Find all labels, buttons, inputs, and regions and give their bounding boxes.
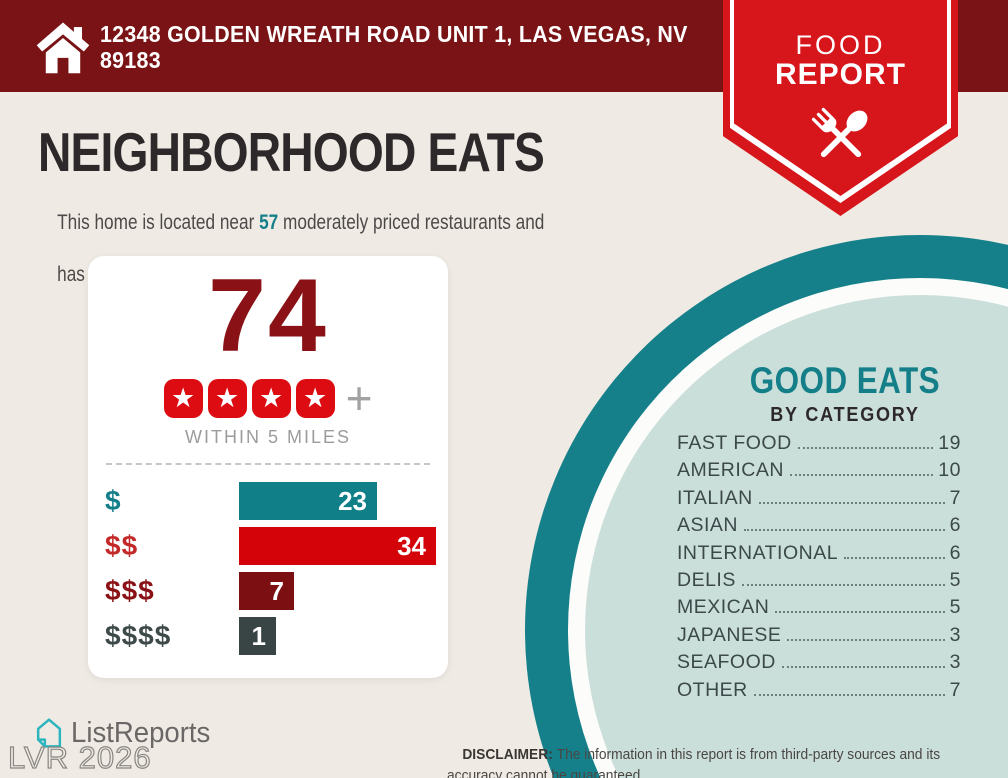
restaurant-count-score: 74 <box>208 258 328 374</box>
star-badges: ★ ★ ★ ★ <box>163 378 335 418</box>
list-item: OTHER 7 <box>677 679 961 706</box>
star-rating: ★ ★ ★ ★ + <box>88 372 448 424</box>
restaurant-score-card: 74 ★ ★ ★ ★ + WITHIN 5 MILES $ 23 $$ 34 $$$ … <box>88 256 448 678</box>
category-label: INTERNATIONAL <box>677 541 839 564</box>
dot-leader <box>741 583 945 586</box>
star-icon: ★ <box>295 378 335 418</box>
list-item: MEXICAN 5 <box>677 596 961 623</box>
list-item: JAPANESE 3 <box>677 624 961 651</box>
category-value: 7 <box>949 678 961 701</box>
crossed-spoon-fork-icon <box>811 107 868 158</box>
house-icon <box>36 22 90 74</box>
property-address: 12348 GOLDEN WREATH ROAD UNIT 1, LAS VEG… <box>100 21 688 73</box>
brand-name: ListReports <box>71 716 211 749</box>
dot-leader <box>753 693 945 696</box>
cuisine-category-list: FAST FOOD 19 AMERICAN 10 ITALIAN 7 ASIAN 6 I… <box>677 432 961 706</box>
plus-sign: + <box>345 372 373 424</box>
bar-row-price-2: $$ 34 <box>88 527 448 565</box>
category-label: JAPANESE <box>677 623 782 646</box>
restaurant-count: 57 <box>259 211 279 234</box>
category-label: MEXICAN <box>677 596 770 619</box>
star-icon: ★ <box>251 378 291 418</box>
page-title: NEIGHBORHOOD EATS <box>38 121 545 183</box>
bar-price-1: 23 <box>239 482 377 520</box>
category-value: 3 <box>949 623 961 646</box>
listreports-logo: ListReports <box>34 716 218 750</box>
bar-row-price-1: $ 23 <box>88 482 448 520</box>
bar-price-4: 1 <box>239 617 276 655</box>
price-tier-label: $$$$ <box>105 620 172 651</box>
category-label: SEAFOOD <box>677 651 776 674</box>
dot-leader <box>789 474 934 477</box>
star-icon: ★ <box>163 378 203 418</box>
bar-row-price-4: $$$$ 1 <box>88 617 448 655</box>
bar-price-2: 34 <box>239 527 436 565</box>
category-value: 7 <box>949 486 961 509</box>
dashed-divider <box>106 463 430 465</box>
list-item: ITALIAN 7 <box>677 487 961 514</box>
category-label: FAST FOOD <box>677 432 792 454</box>
dot-leader <box>758 501 945 504</box>
price-tier-label: $$$ <box>105 575 155 606</box>
ribbon-title-food: FOOD <box>795 30 886 60</box>
category-label: AMERICAN <box>677 459 784 482</box>
food-report-ribbon: FOOD REPORT <box>723 0 958 216</box>
radius-label: WITHIN 5 MILES <box>184 427 351 447</box>
category-value: 19 <box>938 432 961 454</box>
price-tier-label: $ <box>105 485 122 516</box>
category-value: 5 <box>949 596 961 619</box>
disclaimer-label: DISCLAIMER: <box>462 745 557 763</box>
category-value: 10 <box>938 459 961 482</box>
star-icon: ★ <box>207 378 247 418</box>
category-label: ITALIAN <box>677 486 753 509</box>
category-label: DELIS <box>677 568 736 591</box>
list-item: FAST FOOD 19 <box>677 432 961 459</box>
good-eats-heading: GOOD EATS BY CATEGORY <box>640 360 1008 427</box>
category-value: 3 <box>949 651 961 674</box>
ribbon-title-report: REPORT <box>774 58 906 91</box>
list-item: DELIS 5 <box>677 569 961 596</box>
list-item: INTERNATIONAL 6 <box>677 542 961 569</box>
category-label: ASIAN <box>677 514 739 537</box>
category-value: 6 <box>949 514 961 537</box>
dot-leader <box>781 666 945 669</box>
dot-leader <box>844 556 945 559</box>
category-value: 6 <box>949 541 961 564</box>
watermark: LVR 2026 <box>7 739 152 775</box>
dot-leader <box>797 447 934 449</box>
disclaimer-text: DISCLAIMER: The information in this repo… <box>447 745 944 778</box>
list-item: AMERICAN 10 <box>677 459 961 486</box>
dot-leader <box>775 611 945 614</box>
list-item: SEAFOOD 3 <box>677 651 961 678</box>
list-item: ASIAN 6 <box>677 514 961 541</box>
dot-leader <box>744 529 945 532</box>
category-value: 5 <box>949 568 961 591</box>
price-tier-bar-chart: $ 23 $$ 34 $$$ 7 $$$$ 1 <box>88 482 448 655</box>
category-label: OTHER <box>677 678 748 701</box>
price-tier-label: $$ <box>105 530 139 561</box>
subtitle-text: This home is located near <box>57 211 260 234</box>
listreports-logo-icon <box>36 718 62 748</box>
bar-price-3: 7 <box>239 572 294 610</box>
good-eats-subtitle: BY CATEGORY <box>770 404 920 426</box>
good-eats-title: GOOD EATS <box>749 360 941 401</box>
dot-leader <box>787 638 945 641</box>
bar-row-price-3: $$$ 7 <box>88 572 448 610</box>
